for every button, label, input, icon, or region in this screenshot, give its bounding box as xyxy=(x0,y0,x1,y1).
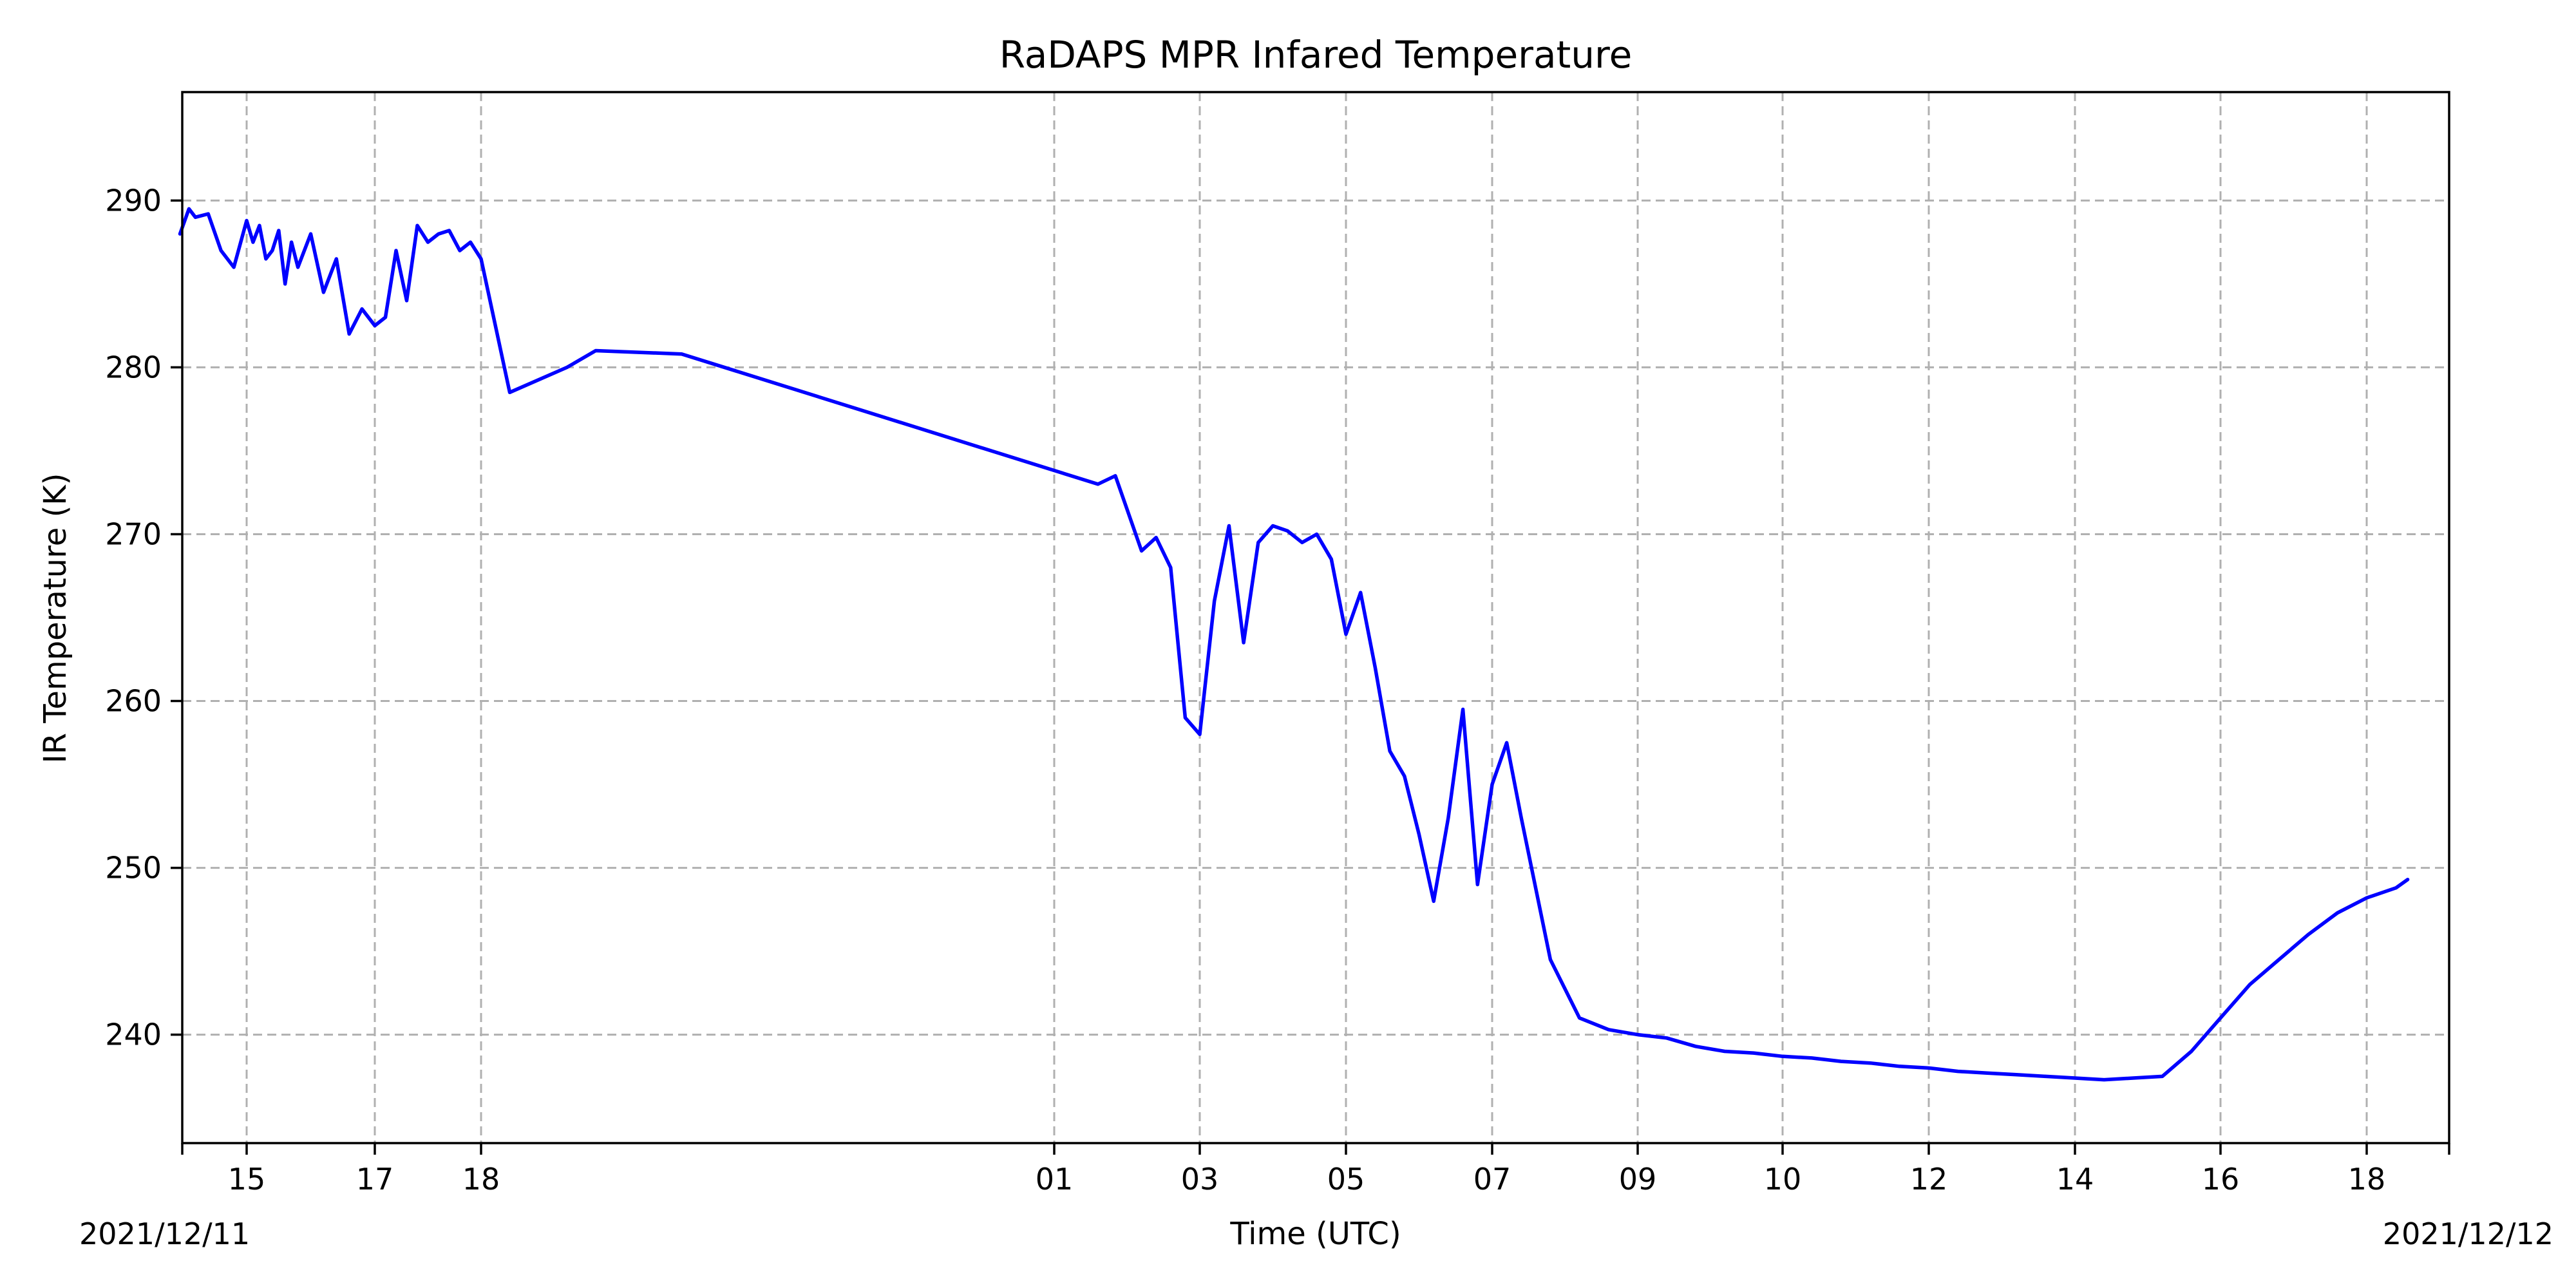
x-tick-label: 18 xyxy=(2348,1162,2386,1197)
x-tick-label: 05 xyxy=(1327,1162,1365,1197)
x-tick-label: 03 xyxy=(1181,1162,1219,1197)
x-axis-ticks: 15 17 18 01 03 05 07 09 10 12 14 16 18 xyxy=(181,1143,2450,1197)
x-tick-label: 07 xyxy=(1473,1162,1511,1197)
x-tick-label: 17 xyxy=(356,1162,394,1197)
x-tick-label: 09 xyxy=(1619,1162,1657,1197)
y-tick-label: 250 xyxy=(105,851,162,886)
plot-frame xyxy=(181,91,2450,1144)
y-tick-label: 290 xyxy=(105,183,162,218)
x-tick-label: 10 xyxy=(1764,1162,1802,1197)
grid-lines xyxy=(182,92,2449,1143)
x-tick-label: 18 xyxy=(462,1162,500,1197)
y-axis-label: IR Temperature (K) xyxy=(37,473,73,763)
end-date-label: 2021/12/12 xyxy=(2383,1217,2553,1251)
x-tick-label: 16 xyxy=(2202,1162,2240,1197)
temperature-series-line xyxy=(178,207,2410,1082)
x-tick-label: 15 xyxy=(228,1162,266,1197)
y-tick-label: 240 xyxy=(105,1018,162,1052)
series-group xyxy=(178,207,2410,1082)
y-tick-label: 260 xyxy=(105,684,162,719)
start-date-label: 2021/12/11 xyxy=(79,1217,250,1251)
x-tick-label: 14 xyxy=(2056,1162,2094,1197)
x-tick-label: 01 xyxy=(1036,1162,1074,1197)
chart-title: RaDAPS MPR Infared Temperature xyxy=(999,33,1633,77)
x-axis-label: Time (UTC) xyxy=(1229,1216,1401,1252)
x-tick-label: 12 xyxy=(1910,1162,1948,1197)
y-tick-label: 270 xyxy=(105,516,162,551)
y-tick-label: 280 xyxy=(105,350,162,384)
y-axis-ticks: 240 250 260 270 280 290 xyxy=(105,183,182,1052)
